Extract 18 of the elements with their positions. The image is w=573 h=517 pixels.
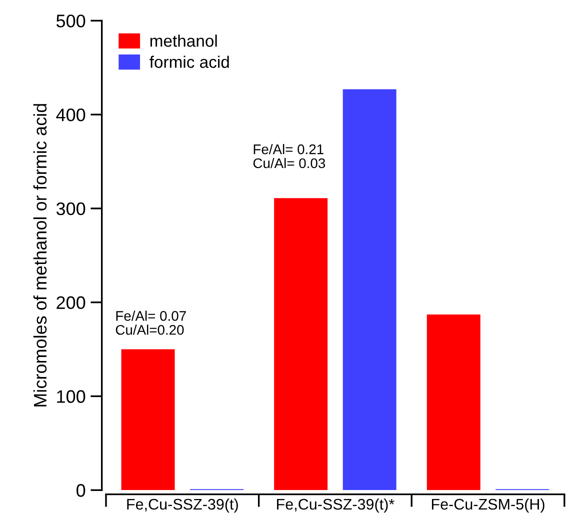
bar — [342, 89, 396, 490]
y-tick-label: 100 — [57, 390, 86, 403]
bar — [121, 349, 175, 490]
y-tick-label: 0 — [76, 484, 86, 497]
x-tick-label: Fe-Cu-ZSM-5(H) — [432, 498, 544, 513]
annotation: Fe/Al= 0.07 Cu/Al=0.20 — [116, 310, 186, 335]
annotation: Fe/Al= 0.21 Cu/Al= 0.03 — [253, 144, 326, 168]
y-tick-label: 300 — [56, 202, 86, 216]
legend-label: methanol — [150, 34, 217, 47]
x-tick-label: Fe,Cu-SSZ-39(t) — [127, 498, 238, 513]
y-tick-label: 200 — [56, 296, 86, 310]
y-axis-title: Micromoles of methanol or formic acid — [33, 104, 47, 406]
y-tick-label: 400 — [56, 108, 86, 122]
bar — [274, 198, 328, 490]
y-tick-label: 500 — [56, 14, 86, 28]
x-tick-label: Fe,Cu-SSZ-39(t)* — [277, 498, 394, 513]
bar — [426, 314, 480, 490]
legend-label: formic acid — [150, 56, 229, 68]
